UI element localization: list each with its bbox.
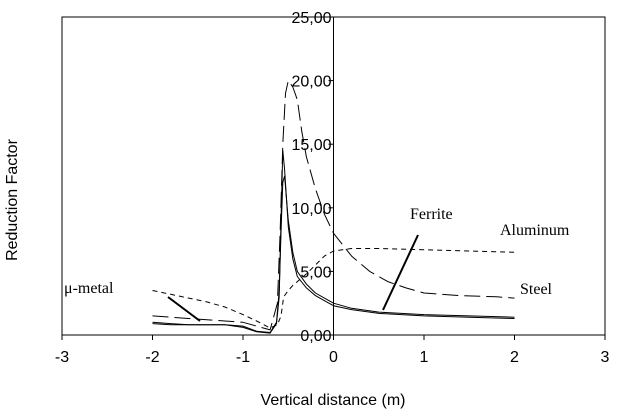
series-line-metal (152, 150, 515, 334)
x-tick-label: -3 (55, 349, 69, 366)
x-tick-label: 2 (510, 349, 519, 366)
y-axis-title: Reduction Factor (4, 138, 21, 261)
x-axis-ticks: -3 -2 -1 0 1 2 3 (55, 335, 610, 366)
mu-metal-label: μ-metal (64, 280, 114, 297)
ferrite-leader-line (382, 234, 419, 311)
y-tick-label: 15,00 (291, 137, 331, 154)
y-axis-ticks: 0,00 5,00 10,00 15,00 20,00 25,00 (291, 10, 334, 345)
x-tick-label: -1 (236, 349, 250, 366)
series-line-aluminum (152, 248, 515, 329)
steel-label: Steel (520, 281, 553, 298)
x-tick-label: 0 (329, 349, 338, 366)
x-tick-label: 1 (420, 349, 429, 366)
series-line-steel (152, 80, 515, 331)
y-tick-label: 5,00 (300, 264, 331, 281)
y-tick-label: 25,00 (291, 10, 331, 27)
ferrite-label: Ferrite (410, 206, 453, 223)
x-axis-title: Vertical distance (m) (261, 392, 406, 409)
y-tick-label: 20,00 (291, 74, 331, 91)
mu-metal-leader-line (167, 296, 201, 322)
x-tick-label: 3 (601, 349, 610, 366)
x-tick-label: -2 (145, 349, 159, 366)
series-lines (152, 80, 515, 334)
y-tick-label: 10,00 (291, 201, 331, 218)
aluminum-label: Aluminum (500, 222, 570, 239)
y-tick-label: 0,00 (300, 328, 331, 345)
series-annotations (167, 234, 419, 322)
